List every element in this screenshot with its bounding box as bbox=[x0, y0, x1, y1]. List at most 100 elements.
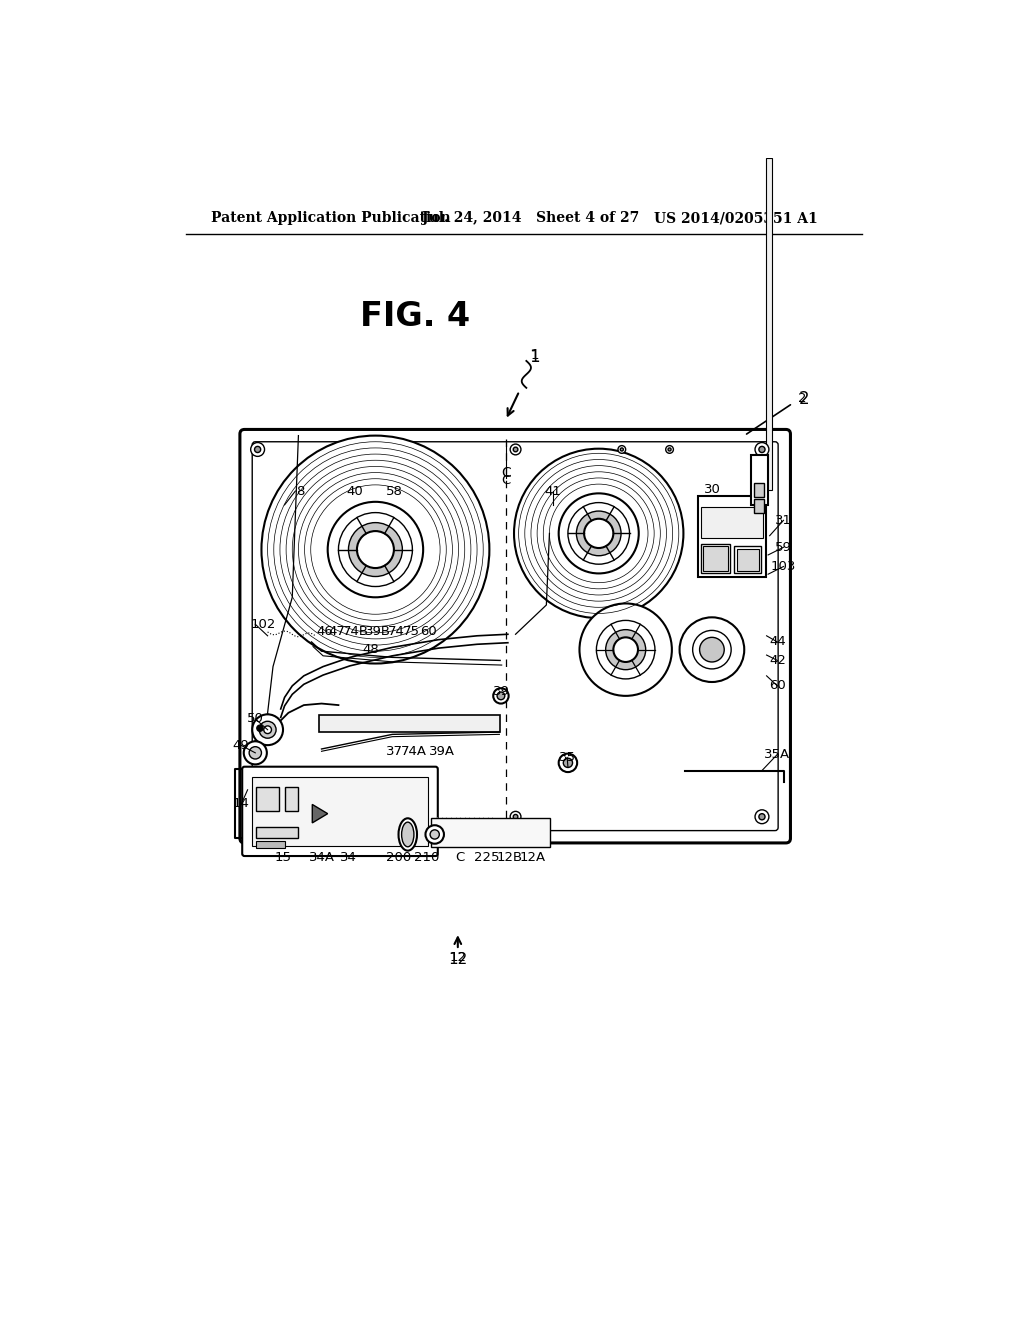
Circle shape bbox=[559, 754, 578, 772]
Bar bbox=[703, 546, 728, 572]
Text: 34: 34 bbox=[340, 851, 357, 865]
Text: 2: 2 bbox=[799, 389, 810, 408]
Circle shape bbox=[559, 494, 639, 573]
Circle shape bbox=[249, 747, 261, 759]
Circle shape bbox=[261, 436, 489, 664]
Text: 1: 1 bbox=[530, 348, 539, 362]
Text: 12B: 12B bbox=[497, 851, 522, 865]
Text: C: C bbox=[456, 851, 465, 865]
Bar bbox=[752, 455, 768, 506]
Circle shape bbox=[425, 825, 444, 843]
Text: 14: 14 bbox=[233, 797, 250, 810]
Bar bbox=[755, 483, 764, 498]
Text: 35A: 35A bbox=[764, 748, 791, 760]
Bar bbox=[734, 546, 761, 573]
Text: 31: 31 bbox=[775, 513, 792, 527]
Text: 39B: 39B bbox=[365, 624, 391, 638]
Circle shape bbox=[563, 758, 572, 767]
Circle shape bbox=[596, 620, 655, 678]
Bar bbox=[256, 826, 298, 838]
Text: 15: 15 bbox=[274, 851, 292, 865]
Circle shape bbox=[605, 630, 646, 669]
Circle shape bbox=[759, 446, 765, 453]
Circle shape bbox=[244, 742, 267, 764]
Bar bbox=[256, 841, 286, 847]
Text: 102: 102 bbox=[250, 618, 275, 631]
Circle shape bbox=[510, 812, 521, 822]
Text: 12: 12 bbox=[449, 952, 467, 966]
Bar bbox=[252, 776, 428, 846]
Text: Jul. 24, 2014   Sheet 4 of 27: Jul. 24, 2014 Sheet 4 of 27 bbox=[422, 211, 639, 226]
Circle shape bbox=[357, 531, 394, 568]
Bar bbox=[256, 787, 280, 812]
Circle shape bbox=[257, 725, 263, 731]
Bar bbox=[285, 787, 298, 812]
Text: 74B: 74B bbox=[343, 624, 370, 638]
Text: 50: 50 bbox=[247, 713, 264, 726]
Text: 39: 39 bbox=[494, 685, 510, 698]
Bar bbox=[736, 549, 759, 572]
Text: 34A: 34A bbox=[308, 851, 335, 865]
Text: Patent Application Publication: Patent Application Publication bbox=[211, 211, 451, 226]
Text: 59: 59 bbox=[775, 541, 792, 554]
Text: FIG. 4: FIG. 4 bbox=[360, 300, 470, 333]
Text: 1: 1 bbox=[529, 348, 540, 366]
Text: 39A: 39A bbox=[429, 744, 456, 758]
Text: 49: 49 bbox=[232, 739, 249, 751]
Ellipse shape bbox=[398, 818, 417, 850]
Circle shape bbox=[580, 603, 672, 696]
Text: 12: 12 bbox=[450, 952, 466, 964]
Text: 225: 225 bbox=[473, 851, 499, 865]
Circle shape bbox=[251, 442, 264, 457]
FancyBboxPatch shape bbox=[243, 767, 438, 857]
Text: 46: 46 bbox=[316, 624, 333, 638]
Circle shape bbox=[755, 810, 769, 824]
Circle shape bbox=[617, 446, 626, 453]
Text: 58: 58 bbox=[385, 484, 402, 498]
Circle shape bbox=[255, 813, 261, 820]
Circle shape bbox=[430, 830, 439, 840]
Circle shape bbox=[668, 447, 671, 451]
Bar bbox=[698, 495, 766, 577]
Circle shape bbox=[328, 502, 423, 598]
Circle shape bbox=[513, 814, 518, 818]
Text: 12A: 12A bbox=[519, 851, 546, 865]
Text: C: C bbox=[502, 466, 511, 479]
Circle shape bbox=[252, 714, 283, 744]
Text: 74A: 74A bbox=[401, 744, 427, 758]
Circle shape bbox=[348, 523, 402, 577]
Text: 30: 30 bbox=[705, 483, 721, 496]
Text: 103: 103 bbox=[771, 560, 797, 573]
Text: 40: 40 bbox=[346, 484, 362, 498]
Text: 200: 200 bbox=[386, 851, 412, 865]
Bar bbox=[319, 715, 500, 733]
Text: 42: 42 bbox=[769, 653, 785, 667]
Circle shape bbox=[264, 726, 271, 734]
Text: 60: 60 bbox=[769, 680, 785, 693]
Circle shape bbox=[339, 512, 413, 586]
Text: 74: 74 bbox=[388, 624, 404, 638]
Circle shape bbox=[494, 688, 509, 704]
Bar bbox=[766, 158, 772, 490]
Circle shape bbox=[759, 813, 765, 820]
Circle shape bbox=[666, 446, 674, 453]
Circle shape bbox=[251, 810, 264, 824]
Circle shape bbox=[613, 638, 638, 663]
Text: 210: 210 bbox=[415, 851, 439, 865]
Circle shape bbox=[755, 442, 769, 457]
Text: 8: 8 bbox=[296, 484, 304, 498]
Text: 48: 48 bbox=[362, 643, 379, 656]
Circle shape bbox=[577, 511, 621, 556]
Text: 47: 47 bbox=[329, 624, 345, 638]
Circle shape bbox=[255, 446, 261, 453]
Circle shape bbox=[584, 519, 613, 548]
Ellipse shape bbox=[401, 822, 414, 847]
Text: C: C bbox=[502, 474, 511, 487]
Text: 2: 2 bbox=[798, 392, 806, 405]
Circle shape bbox=[680, 618, 744, 682]
Text: 37: 37 bbox=[386, 744, 403, 758]
Circle shape bbox=[497, 692, 505, 700]
Circle shape bbox=[514, 449, 683, 618]
Circle shape bbox=[621, 447, 624, 451]
Circle shape bbox=[510, 444, 521, 455]
